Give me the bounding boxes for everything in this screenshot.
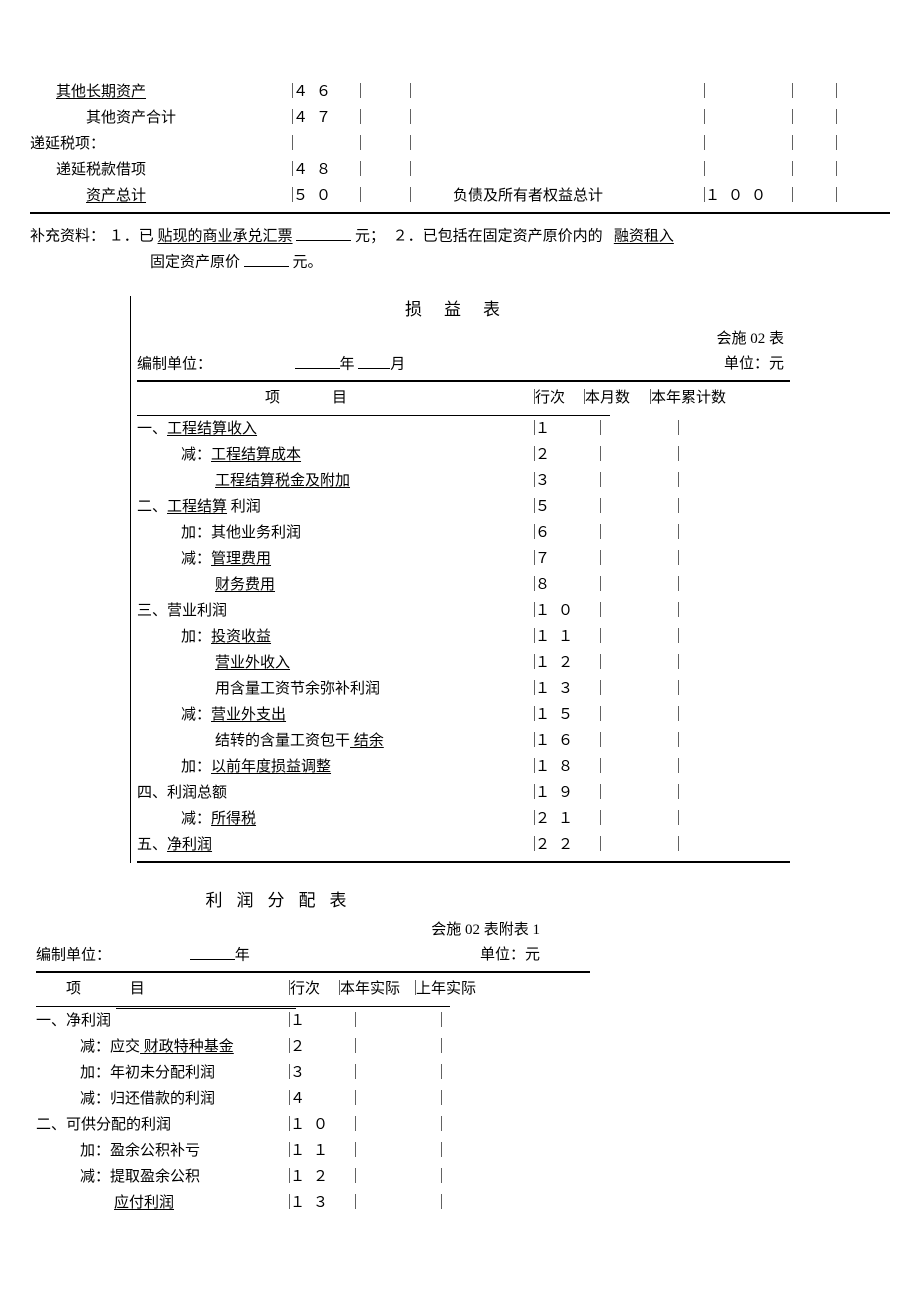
income-row: 减：营业外支出｜１５｜｜ <box>137 703 790 729</box>
income-row: 财务费用｜８｜｜ <box>137 573 790 599</box>
pd-header: 项 目 ｜行次 ｜本年实际 ｜上年实际 <box>36 975 590 1005</box>
income-year-blank[interactable] <box>295 352 340 369</box>
pd-row: 加：盈余公积补亏｜１１｜｜ <box>36 1139 590 1165</box>
income-row: 四、利润总额｜１９｜｜ <box>137 781 790 807</box>
supp-blank-1[interactable] <box>296 224 351 241</box>
supp-2b: 融资租入 <box>614 229 674 245</box>
income-row: 加：以前年度损益调整｜１８｜｜ <box>137 755 790 781</box>
income-row: 五、净利润｜２２｜｜ <box>137 833 790 859</box>
income-row: 工程结算税金及附加｜３｜｜ <box>137 469 790 495</box>
supp-2a: ２．已包括在固定资产原价内的 <box>393 229 603 245</box>
income-row: 减：所得税｜２１｜｜ <box>137 807 790 833</box>
supp-1c: 元； <box>355 229 385 245</box>
income-row: 加：投资收益｜１１｜｜ <box>137 625 790 651</box>
income-row: 二、工程结算 利润｜５｜｜ <box>137 495 790 521</box>
income-row: 减：工程结算成本｜２｜｜ <box>137 443 790 469</box>
income-title: 损益表 <box>137 296 790 325</box>
balance-row: 资产总计｜５０｜｜负债及所有者权益总计｜１００｜｜ <box>30 184 890 210</box>
pd-row: 加：年初未分配利润｜３｜｜ <box>36 1061 590 1087</box>
income-row: 用含量工资节余弥补利润｜１３｜｜ <box>137 677 790 703</box>
supp-1b: 贴现的商业承兑汇票 <box>158 229 293 245</box>
supp-blank-2[interactable] <box>244 250 289 267</box>
pd-row: 减：提取盈余公积｜１２｜｜ <box>36 1165 590 1191</box>
pd-currlabel: 单位：元 <box>480 943 540 969</box>
pd-row: 应付利润｜１３｜｜ <box>36 1191 590 1217</box>
income-row: 结转的含量工资包干 结余｜１６｜｜ <box>137 729 790 755</box>
income-statement: 损益表 会施 02 表 编制单位： 年 月 单位：元 项目 ｜行次 ｜本月数 ｜… <box>130 296 790 863</box>
income-sheetno: 会施 02 表 <box>716 327 784 353</box>
income-unitlabel: 编制单位： <box>137 357 212 373</box>
income-month-blank[interactable] <box>358 352 390 369</box>
pd-row: 减：归还借款的利润｜４｜｜ <box>36 1087 590 1113</box>
pd-unitlabel: 编制单位： <box>36 948 111 964</box>
income-header: 项目 ｜行次 ｜本月数 ｜本年累计数 <box>137 384 790 414</box>
supp-1a: １．已 <box>109 229 154 245</box>
profit-distribution: 利润分配表 会施 02 表附表 1 编制单位： 年 单位：元 项 目 ｜行次 ｜… <box>30 887 590 1217</box>
income-row: 一、工程结算收入｜１｜｜ <box>137 417 790 443</box>
balance-row: 递延税项：｜｜｜｜｜｜ <box>30 132 890 158</box>
supp-l2a: 固定资产原价 <box>150 255 240 271</box>
supp-l2c: 元。 <box>293 255 323 271</box>
income-row: 加：其他业务利润｜６｜｜ <box>137 521 790 547</box>
pd-title: 利润分配表 <box>0 887 590 916</box>
pd-year-blank[interactable] <box>190 943 235 960</box>
income-row: 减：管理费用｜７｜｜ <box>137 547 790 573</box>
pd-row: 减：应交 财政特种基金｜２｜｜ <box>36 1035 590 1061</box>
income-row: 三、营业利润｜１０｜｜ <box>137 599 790 625</box>
pd-row: 一、净利润｜１｜｜ <box>36 1009 590 1035</box>
pd-sheetno: 会施 02 表附表 1 <box>431 918 540 944</box>
balance-row: 递延税款借项｜４８｜｜｜｜｜ <box>30 158 890 184</box>
balance-row: 其他长期资产｜４６｜｜｜｜｜ <box>30 80 890 106</box>
balance-row: 其他资产合计｜４７｜｜｜｜｜ <box>30 106 890 132</box>
income-row: 营业外收入｜１２｜｜ <box>137 651 790 677</box>
supp-prefix: 补充资料： <box>30 229 105 245</box>
balance-sheet-tail: 其他长期资产｜４６｜｜｜｜｜其他资产合计｜４７｜｜｜｜｜递延税项：｜｜｜｜｜｜递… <box>30 80 890 214</box>
supplementary-info: 补充资料： １．已 贴现的商业承兑汇票 元； ２．已包括在固定资产原价内的 融资… <box>30 224 890 276</box>
pd-row: 二、可供分配的利润｜１０｜｜ <box>36 1113 590 1139</box>
income-currlabel: 单位：元 <box>724 352 784 378</box>
